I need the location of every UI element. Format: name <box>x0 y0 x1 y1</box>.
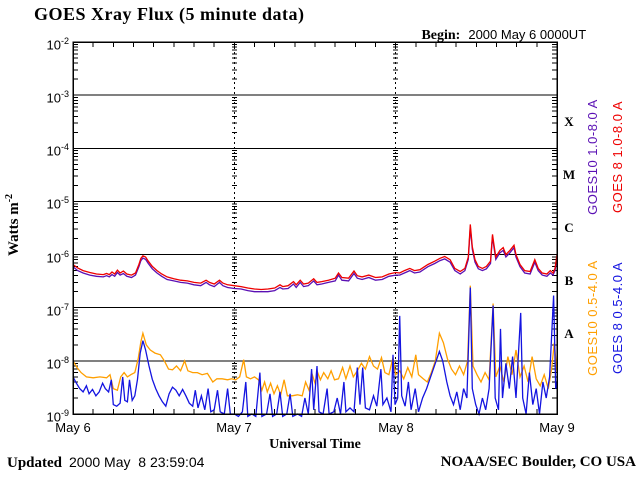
y-tick-label-1e-2: 10-2 <box>46 36 69 53</box>
begin-label: Begin: <box>421 28 461 43</box>
flux-class-c: C <box>564 220 574 235</box>
begin-timestamp: Begin: 2000 May 6 0000UT <box>407 12 586 59</box>
updated-value: 2000 May 8 23:59:04 <box>69 454 205 470</box>
x-tick-label-may-8: May 8 <box>378 420 414 435</box>
x-tick-label-may-9: May 9 <box>539 420 575 435</box>
y-tick-label-1e-4: 10-4 <box>46 142 69 159</box>
x-axis-title: Universal Time <box>269 437 361 452</box>
y-tick-label-1e-7: 10-7 <box>46 302 69 319</box>
flux-class-x: X <box>564 114 574 129</box>
begin-value: 2000 May 6 0000UT <box>468 27 587 42</box>
legend-goes-8-1-0-8-0-a: GOES 8 1.0-8.0 A <box>610 100 625 214</box>
updated-label: Updated <box>7 455 63 471</box>
legend-goes-8-0-5-4-0-a: GOES 8 0.5-4.0 A <box>610 261 625 375</box>
chart-title: GOES Xray Flux (5 minute data) <box>34 4 305 24</box>
y-tick-label-1e-3: 10-3 <box>46 89 69 106</box>
y-tick-label-1e-8: 10-8 <box>46 355 69 372</box>
legend-goes10-0-5-4-0-a: GOES10 0.5-4.0 A <box>585 260 600 376</box>
y-tick-label-1e-6: 10-6 <box>46 249 69 266</box>
y-axis-title: Watts m-2 <box>4 145 22 305</box>
flux-class-m: M <box>562 167 576 182</box>
y-axis-title-text: Watts m <box>6 202 22 257</box>
x-tick-label-may-6: May 6 <box>55 420 91 435</box>
flux-class-b: B <box>564 273 574 288</box>
flux-class-a: A <box>564 326 574 341</box>
x-tick-label-may-7: May 7 <box>216 420 252 435</box>
legend-goes10-1-0-8-0-a: GOES10 1.0-8.0 A <box>585 99 600 215</box>
y-axis-title-exponent: -2 <box>4 193 15 203</box>
y-tick-label-1e-5: 10-5 <box>46 195 69 212</box>
updated-timestamp: Updated 2000 May 8 23:59:04 <box>7 454 204 472</box>
y-tick-label-1e-9: 10-9 <box>46 408 69 425</box>
source-credit: NOAA/SEC Boulder, CO USA <box>440 454 636 470</box>
